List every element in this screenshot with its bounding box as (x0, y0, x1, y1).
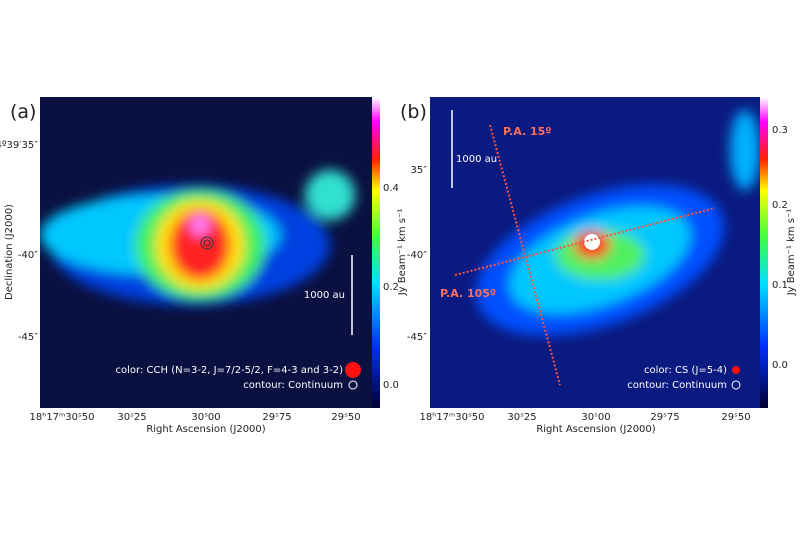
colorbar-label: Jy Beam⁻¹ km s⁻¹ (397, 209, 408, 297)
x-tick-label: 29ˢ50 (331, 412, 360, 423)
colorbar-tick: 0.0 (383, 380, 399, 391)
x-tick-label: 29ˢ75 (262, 412, 291, 423)
y-tick-label: -40″ (407, 250, 427, 261)
x-tick-label: 29ˢ50 (721, 412, 750, 423)
annotation: P.A. 105º (440, 287, 496, 300)
x-axis-label: Right Ascension (J2000) (536, 424, 655, 435)
x-tick-label: 18ʰ17ᵐ30ˢ50 (420, 412, 485, 423)
y-tick-label: -4º39′35″ (0, 140, 38, 151)
x-tick-label: 18ʰ17ᵐ30ˢ50 (30, 412, 95, 423)
x-tick-label: 30ˢ25 (117, 412, 146, 423)
legend: contour: Continuum (627, 380, 727, 391)
panel-label: (a) (10, 101, 36, 123)
colorbar-tick: 0.1 (772, 280, 788, 291)
x-tick-label: 30ˢ25 (507, 412, 536, 423)
image-a (40, 97, 372, 408)
annotation: P.A. 15º (503, 125, 551, 138)
y-tick-label: -45″ (407, 332, 427, 343)
colorbar-label: Jy Beam⁻¹ km s⁻¹ (786, 209, 797, 297)
y-tick-label: 35″ (411, 165, 428, 176)
x-tick-label: 29ˢ75 (650, 412, 679, 423)
colorbar-tick: 0.2 (772, 200, 788, 211)
image-b (430, 97, 760, 408)
colorbar (372, 97, 380, 408)
legend: color: CS (J=5-4) (644, 365, 727, 376)
y-tick-label: -45″ (18, 332, 38, 343)
y-tick-label: -40″ (18, 250, 38, 261)
x-tick-label: 30ˢ00 (581, 412, 610, 423)
scale-label: 1000 au (304, 290, 345, 301)
scale-label: 1000 au (456, 154, 497, 165)
legend: contour: Continuum (243, 380, 343, 391)
legend: color: CCH (N=3-2, J=7/2-5/2, F=4-3 and … (116, 365, 344, 376)
x-tick-label: 30ˢ00 (191, 412, 220, 423)
colorbar-tick: 0.4 (383, 183, 399, 194)
panel-label: (b) (400, 101, 427, 123)
colorbar-tick: 0.0 (772, 360, 788, 371)
colorbar-tick: 0.2 (383, 282, 399, 293)
colorbar (760, 97, 768, 408)
x-axis-label: Right Ascension (J2000) (146, 424, 265, 435)
colorbar-tick: 0.3 (772, 125, 788, 136)
y-axis-label: Declination (J2000) (4, 204, 15, 300)
